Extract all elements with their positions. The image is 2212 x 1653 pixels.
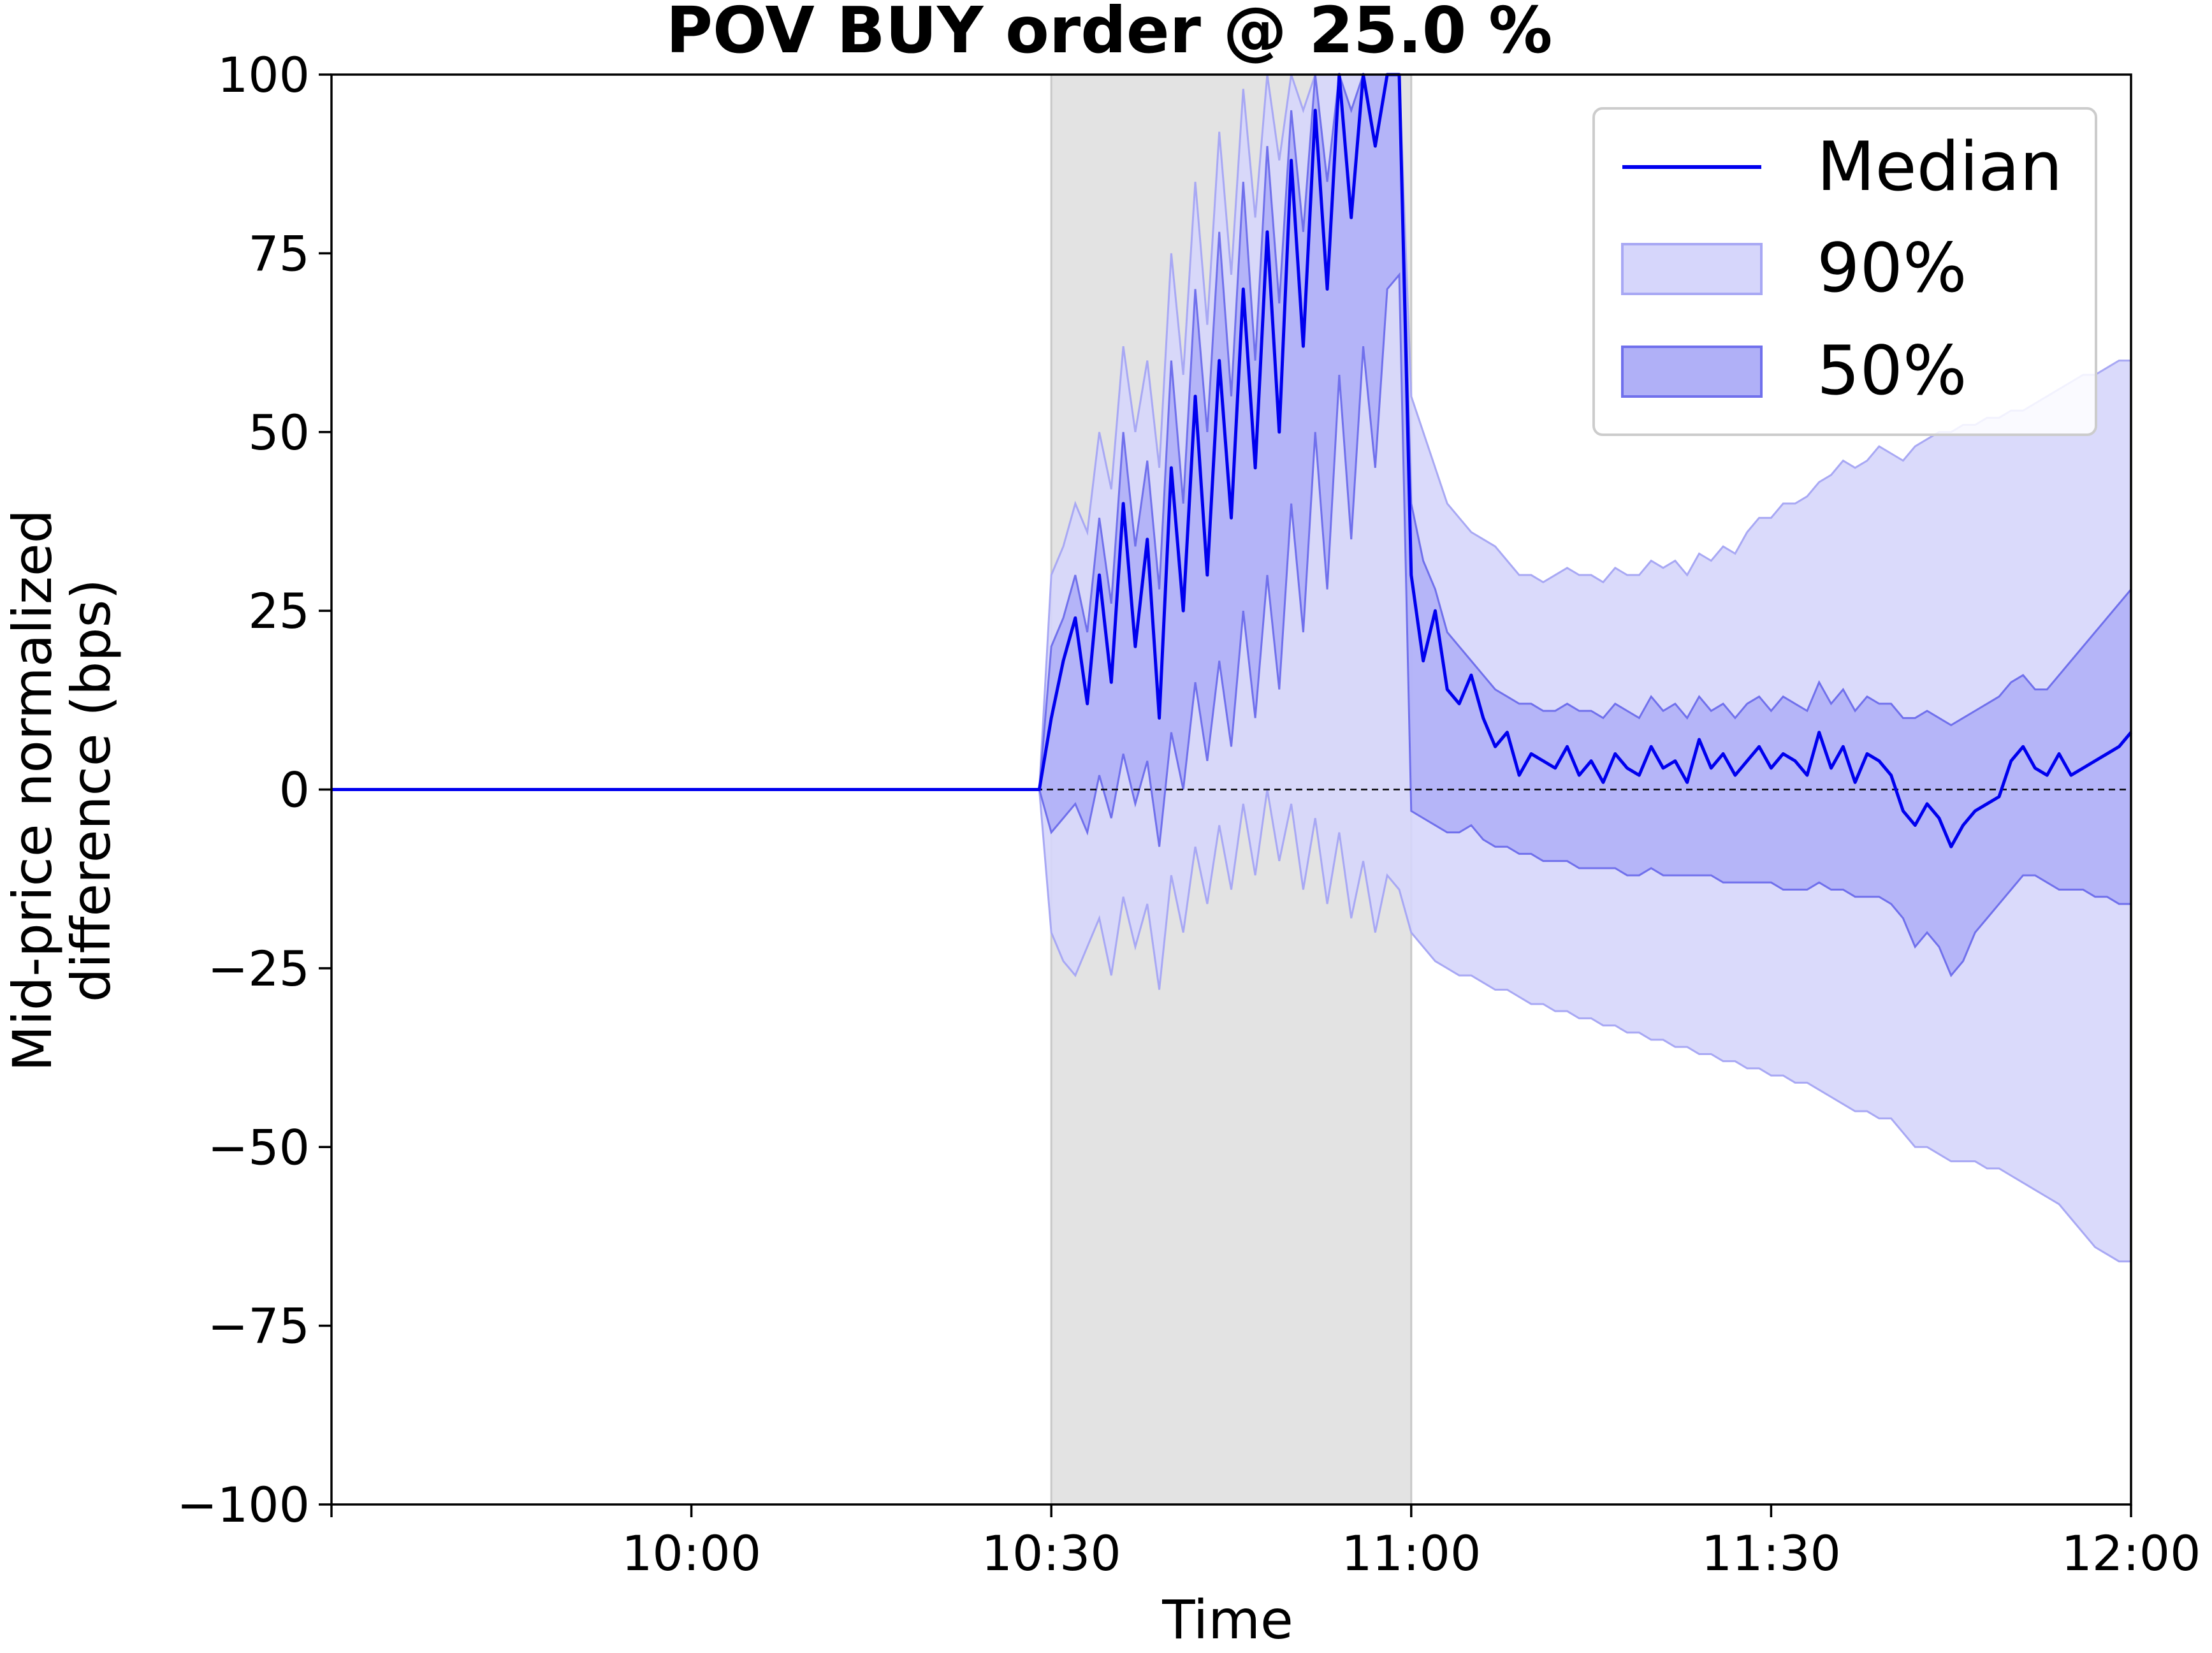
legend-90-label: 90% <box>1817 229 1967 307</box>
y-tick-label: 25 <box>248 583 310 639</box>
x-tick-label: 10:30 <box>982 1525 1121 1582</box>
y-tick-label: 75 <box>248 225 310 282</box>
x-axis-title: Time <box>1161 1589 1293 1651</box>
x-tick-label: 10:00 <box>622 1525 761 1582</box>
x-tick-label: 11:00 <box>1341 1525 1481 1582</box>
plot-area <box>331 73 2132 1504</box>
x-tick-label: 11:30 <box>1701 1525 1841 1582</box>
y-axis-title: Mid-price normalized difference (bps) <box>1 509 122 1072</box>
y-tick-label: 50 <box>248 404 310 461</box>
y-tick-label: −50 <box>208 1119 310 1176</box>
median-line <box>331 73 2132 848</box>
chart-title: POV BUY order @ 25.0 % <box>666 0 1553 68</box>
y-axis-title-line-1: Mid-price normalized <box>1 509 64 1072</box>
y-axis-title-line-2: difference (bps) <box>60 579 122 1002</box>
legend-50-swatch <box>1621 346 1763 398</box>
y-tick-label: −25 <box>208 940 310 997</box>
y-tick-label: −75 <box>208 1298 310 1355</box>
legend: Median 90% 50% <box>1592 107 2097 436</box>
axes: 100 75 50 25 0 −25 −50 −75 −100 10:00 10:30 11:00 11… <box>177 47 2201 1582</box>
y-tick-label: 100 <box>217 47 310 103</box>
legend-50-label: 50% <box>1817 331 1967 410</box>
legend-median-label: Median <box>1817 127 2063 206</box>
y-tick-label: −100 <box>177 1476 310 1533</box>
y-tick-label: 0 <box>279 762 310 819</box>
x-tick-label: 12:00 <box>2061 1525 2201 1582</box>
legend-90-swatch <box>1621 243 1763 295</box>
